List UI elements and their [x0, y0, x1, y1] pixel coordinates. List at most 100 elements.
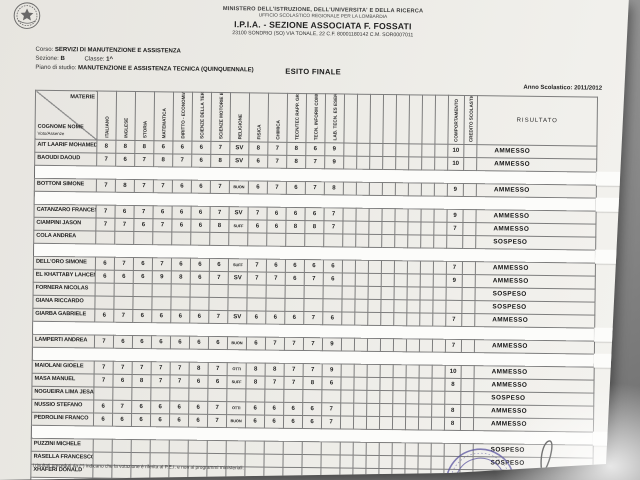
grade-cell: 6: [94, 308, 114, 323]
piano-label: Piano di studio:: [35, 64, 77, 72]
empty-grade-cell: [380, 312, 394, 326]
subject-header: TECN/TEC RAPP. GRAF: [286, 93, 307, 143]
esito-finale-title: ESITO FINALE: [285, 66, 342, 77]
grade-cell: 6: [112, 413, 132, 427]
grade-cell: 6: [171, 257, 191, 272]
grade-cell: SV: [228, 206, 249, 220]
student-name: PUZZINI MICHELE: [31, 438, 94, 452]
grade-cell: [168, 452, 189, 467]
empty-grade-cell: [405, 416, 419, 430]
grade-cell: 7: [303, 337, 323, 351]
grade-cell: 7: [94, 334, 114, 349]
grade-cell: 8: [302, 376, 323, 390]
empty-grade-cell: [368, 260, 382, 274]
grade-cell: 7: [96, 153, 116, 167]
empty-grade-cell: [395, 143, 409, 157]
grade-cell: [304, 285, 324, 299]
grade-cell: 6: [191, 180, 211, 194]
empty-grade-cell: [342, 260, 356, 274]
subject-header-label: TECN. INFORM COMU.: [313, 93, 319, 141]
empty-grade-cell: [353, 416, 367, 430]
sezione-value: B: [60, 56, 65, 63]
empty-grade-cell: [395, 156, 409, 170]
comportamento-cell: 8: [444, 404, 461, 418]
empty-grade-cell: [378, 455, 393, 469]
grade-cell: 6: [170, 335, 190, 350]
grade-cell: 7: [210, 180, 230, 194]
empty-grade-cell: [394, 234, 408, 248]
grade-cell: 8: [189, 362, 209, 376]
empty-grade-cell: [340, 377, 355, 391]
grade-cell: [323, 233, 343, 248]
grade-cell: [113, 296, 134, 310]
empty-grade-cell: [367, 299, 382, 313]
grade-cell: [208, 297, 229, 311]
subject-header-label: LAB. TECN. ES ESERC.: [332, 93, 338, 141]
grade-cell: [187, 453, 208, 467]
grade-cell: [264, 389, 284, 403]
credito-header: CREDITO SCOLASTICO: [463, 95, 478, 145]
empty-grade-cell: [379, 403, 393, 417]
empty-grade-cell: [394, 260, 408, 274]
grade-cell: [301, 454, 322, 468]
grade-cell: [131, 387, 151, 401]
empty-grade-cell: [421, 156, 435, 171]
empty-grade-cell: [343, 182, 357, 196]
grade-cell: [263, 467, 283, 480]
empty-grade-cell: [355, 273, 369, 287]
grade-cell: [131, 439, 151, 453]
grade-cell: 6: [190, 206, 211, 220]
empty-grade-cell: [381, 260, 395, 274]
empty-grade-cell: [369, 143, 383, 157]
risultato-header: RISULTATO: [476, 95, 598, 147]
grade-cell: 6: [188, 414, 208, 428]
grade-cell: 9: [324, 142, 344, 157]
subject-header-label: INGLESE: [123, 117, 129, 138]
grade-cell: 6: [245, 401, 265, 416]
subject-header: MATEMATICA: [153, 91, 174, 141]
grade-cell: 7: [114, 218, 134, 232]
grade-cell: [150, 387, 170, 401]
subject-header: CHIMICA: [267, 93, 288, 143]
empty-grade-cell: [367, 338, 381, 352]
empty-grade-cell: [356, 143, 370, 157]
credito-cell: [460, 378, 475, 392]
grade-cell: 9: [324, 155, 344, 170]
empty-grade-cell: [407, 260, 421, 274]
grade-cell: [112, 439, 132, 453]
grade-cell: 8: [248, 141, 268, 156]
empty-grade-cell: [382, 182, 396, 196]
empty-grade-cell: [340, 442, 354, 456]
grade-cell: [171, 283, 191, 298]
grade-cell: [321, 441, 341, 456]
empty-grade-cell: [392, 403, 406, 417]
empty-grade-cell: [394, 286, 408, 300]
empty-grade-cell: [355, 221, 369, 235]
credito-cell: [462, 261, 476, 275]
grade-cell: 6: [112, 374, 133, 388]
grade-cell: [188, 440, 208, 454]
grade-cell: [284, 298, 305, 312]
empty-grade-cell: [352, 455, 367, 469]
empty-grade-cell: [368, 234, 382, 248]
grade-cell: [209, 232, 229, 246]
empty-grade-cell: [394, 221, 408, 235]
grade-cell: [282, 454, 303, 468]
grade-cell: [282, 467, 302, 480]
grade-cell: [264, 441, 284, 455]
subject-header: SCIENZE MOTORIE E SP: [210, 92, 231, 142]
grade-cell: 7: [134, 153, 154, 167]
subject-header: STORIA: [134, 91, 155, 141]
comportamento-cell: [446, 235, 463, 249]
empty-subject-header: [421, 94, 436, 145]
grade-cell: [114, 231, 134, 245]
grade-cell: [152, 231, 172, 245]
empty-grade-cell: [407, 273, 421, 287]
grade-cell: 6: [265, 311, 285, 325]
grade-cell: [321, 389, 341, 404]
grade-cell: 8: [324, 181, 344, 196]
empty-grade-cell: [392, 416, 406, 430]
student-name: EL KHATTABY LAHCEN: [33, 269, 96, 283]
grade-cell: [111, 452, 132, 466]
grade-cell: 6: [133, 218, 153, 232]
